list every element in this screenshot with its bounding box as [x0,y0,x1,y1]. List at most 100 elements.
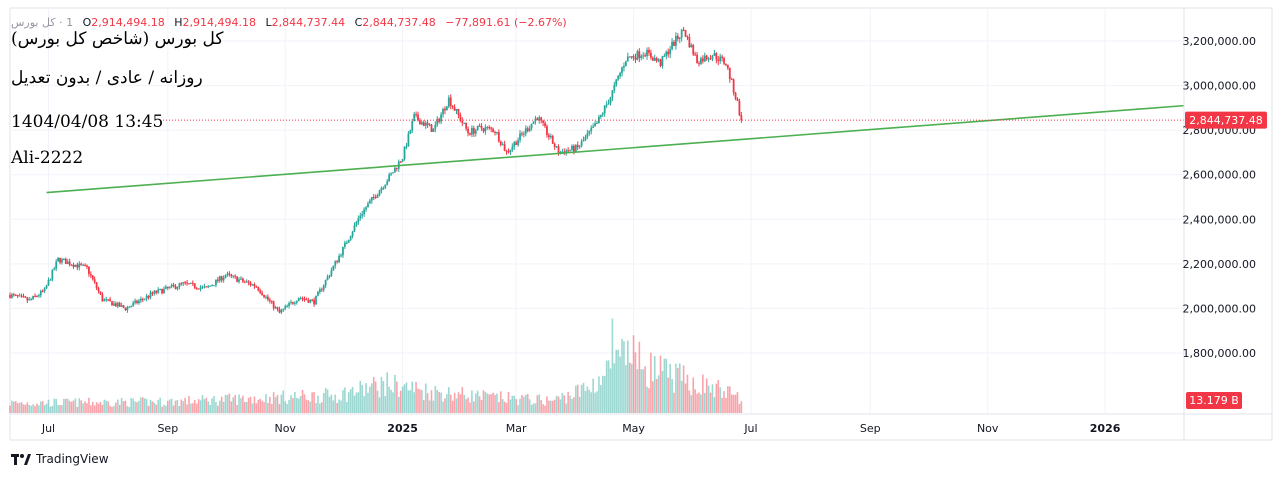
candle-body [399,161,402,163]
candle-body [299,298,302,300]
candles[interactable] [9,26,743,315]
candle-body [218,276,221,281]
volume-bar [388,386,390,413]
candle-body [401,159,404,162]
candle-body [145,295,148,299]
tradingview-brand[interactable]: TradingView [11,452,109,466]
candle-body [555,146,558,148]
volume-bar [222,401,225,413]
candle-body [36,295,38,297]
volume-bar [138,400,140,413]
volume-bar [511,395,514,413]
volume-bar [648,388,650,413]
candle-body [434,124,437,129]
volume-bar [226,394,229,413]
volume-bar [559,399,562,413]
candle-body [395,167,398,169]
candle-body [574,144,577,152]
volume-bar [476,390,479,413]
candle-body [111,301,113,306]
candle-body [22,296,25,298]
price-axis[interactable]: 1,800,000.00 2,000,000.00 2,200,000.00 2,40… [1183,35,1256,360]
volume-bar [544,405,546,413]
volume-bar [382,381,385,413]
candle-body [649,52,652,58]
candle-body [601,113,604,115]
candle-body [517,140,519,145]
candle-body [205,286,208,288]
volume-bar [140,397,142,413]
volume-bar [499,391,502,413]
candle-body [644,55,647,57]
candle-body [342,246,344,256]
volume-bar [598,376,600,413]
candle-body [236,276,239,282]
volume-bar [365,383,367,413]
legend-change: −77,891.61 (−2.67%) [445,16,567,29]
volume-bar [276,394,279,413]
candle-body [420,122,423,125]
volume-bar [255,403,258,413]
candle-body [197,288,200,290]
candle-body [642,55,645,57]
volume-bar [432,400,435,413]
volume-bar [607,360,610,413]
volume-bar [72,400,75,413]
candle-body [690,45,693,48]
volume-bar [68,400,71,413]
volume-bar [124,400,127,413]
candle-body [632,56,635,58]
price-tick-label: 3,200,000.00 [1183,35,1256,48]
legend-symbol[interactable]: 1 · کل بورس [11,16,74,29]
candle-body [47,280,50,286]
candle-body [705,55,708,60]
volume-bar [197,399,200,413]
volume-bar [540,400,542,413]
candle-body [247,281,250,283]
volume-bar [195,403,198,413]
volume-bar [320,402,323,413]
volume-bar [399,390,402,413]
candle-body [428,124,431,126]
volume-bar [376,390,379,413]
candle-body [603,105,606,114]
volume-bar [151,401,154,413]
volume-bar [561,392,564,413]
volume-bar [717,380,720,413]
time-axis[interactable]: Jul Sep Nov 2025 Mar May Jul Sep Nov 2026 [41,422,1121,435]
price-tick-label: 1,800,000.00 [1183,347,1256,360]
candle-body [18,295,21,297]
volume-bar [170,398,173,413]
volume-bar [471,390,473,413]
volume-bar [163,404,165,413]
volume-bar [632,335,635,413]
volume-bar [224,394,227,413]
candle-body [521,133,523,135]
volume-bar [82,403,84,413]
volume-bar [240,398,242,413]
candle-body [436,118,439,125]
candle-body [407,133,410,147]
volume-bar [551,400,554,413]
candle-body [673,41,675,46]
candle-body [180,283,183,285]
volume-bar [455,398,458,413]
candle-body [226,273,229,276]
volume-bar [513,395,516,413]
volume-bar [28,404,31,413]
volume-bar [113,405,115,413]
volume-bar [328,396,331,413]
candle-body [648,49,650,53]
candle-body [249,282,252,286]
candle-body [730,78,733,80]
candle-body [16,294,19,297]
candle-body [280,310,283,313]
candle-body [669,49,672,55]
candle-body [651,57,654,61]
volume-bar [165,405,167,413]
volume-bar [528,399,531,413]
volume-bar [440,392,442,413]
candle-body [89,273,92,276]
